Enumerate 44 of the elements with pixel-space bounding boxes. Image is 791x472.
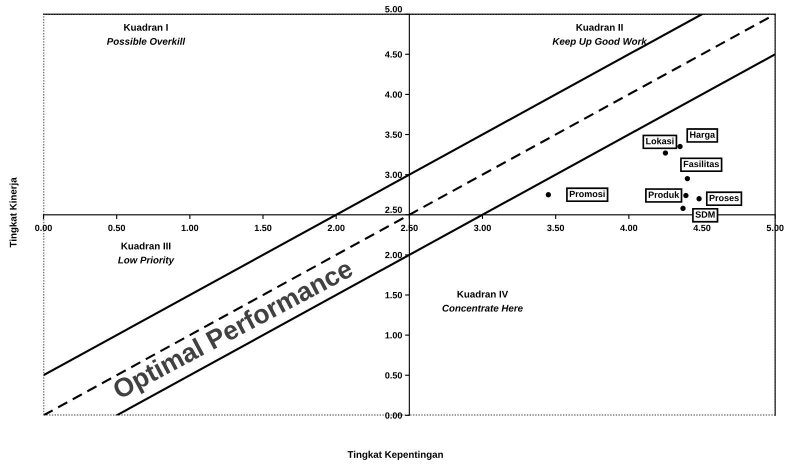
- annotation: Kuadran I: [124, 24, 168, 31]
- y-tick-label: 1.00: [385, 332, 402, 338]
- y-tick-label: 4.50: [384, 51, 402, 58]
- annotation: Produk: [648, 191, 680, 198]
- annotation: Keep Up Good Work: [552, 38, 648, 47]
- y-tick-label: 0.50: [385, 372, 402, 379]
- annotation: Proses: [710, 194, 739, 202]
- y-axis-title: Tingkat Kinerja: [9, 177, 19, 248]
- point: [546, 192, 552, 198]
- annotation: Kuadran II: [576, 24, 623, 31]
- annotation: Low Priority: [118, 256, 174, 266]
- x-tick-label: 4.00: [620, 224, 638, 232]
- x-tick-label: 3.00: [474, 224, 491, 232]
- x-tick-label: 2.00: [328, 224, 345, 232]
- x-tick-label: 4.50: [693, 224, 710, 232]
- x-tick-label: 0.00: [35, 224, 52, 232]
- point: [696, 196, 702, 202]
- x-axis-title: Tingkat Kepentingan: [348, 450, 443, 460]
- x-tick-label: 3.50: [547, 224, 564, 232]
- x-tick-label: 1.00: [182, 224, 198, 232]
- y-tick-label: 2.00: [385, 252, 402, 258]
- y-tick-label: 3.50: [385, 131, 402, 138]
- annotation: SDM: [695, 211, 715, 218]
- point: [662, 150, 668, 156]
- annotation: Kuadran III: [121, 242, 170, 250]
- point: [683, 192, 689, 198]
- y-tick-label: 3.00: [385, 172, 402, 178]
- x-tick-label: 1.50: [254, 224, 272, 232]
- y-tick-label: 1.50: [385, 292, 402, 298]
- annotation: Possible Overkill: [106, 38, 186, 45]
- x-tick-label: 0.50: [108, 224, 126, 232]
- annotation: Lokasi: [646, 138, 674, 144]
- annotation: Harga: [690, 132, 716, 140]
- annotation: Promosi: [570, 190, 605, 198]
- y-tick-label: 2.50: [385, 206, 402, 213]
- annotation: Concentrate Here: [442, 304, 523, 312]
- annotation: Fasilitas: [684, 160, 719, 168]
- point: [677, 144, 683, 150]
- point: [680, 206, 686, 211]
- annotation: Kuadran IV: [458, 290, 508, 298]
- point: [684, 176, 690, 182]
- y-tick-label: 4.00: [384, 91, 402, 98]
- y-tick-label: 0.00: [385, 412, 402, 419]
- y-tick-label: 5.00: [385, 6, 402, 12]
